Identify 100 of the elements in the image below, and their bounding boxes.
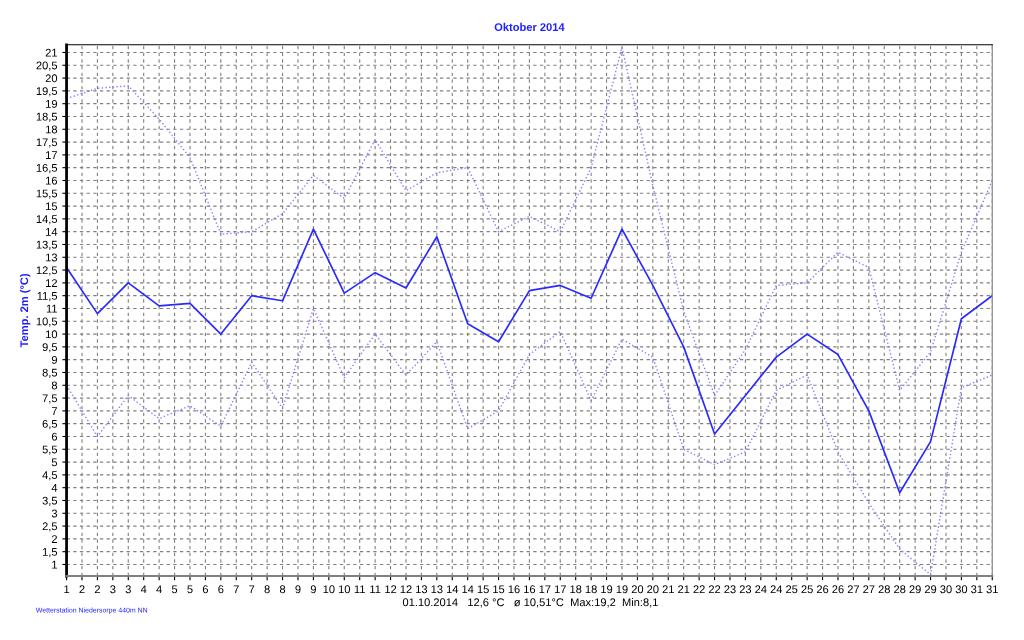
- x-tick-label: 26: [816, 585, 829, 594]
- y-tick-label: 6,5: [42, 419, 58, 430]
- x-tick-label: 23: [739, 585, 752, 594]
- x-tick-label: 15: [477, 585, 489, 594]
- x-tick-label: 16: [508, 585, 520, 594]
- x-tick-label: 31: [986, 585, 998, 594]
- x-tick-label: 4: [156, 585, 162, 594]
- x-tick-label: 21: [662, 585, 674, 594]
- x-tick-label: 16: [524, 585, 536, 594]
- x-tick-label: 28: [878, 585, 890, 594]
- y-tick-label: 19,5: [36, 87, 58, 97]
- y-tick-label: 2,5: [42, 522, 58, 532]
- y-tick-label: 4: [51, 484, 58, 492]
- x-tick-label: 30: [940, 585, 952, 594]
- x-tick-label: 24: [755, 585, 767, 594]
- x-tick-label: 3: [125, 585, 131, 594]
- x-tick-label: 19: [601, 585, 613, 594]
- x-tick-label: 7: [233, 585, 239, 594]
- y-tick-label: 13,5: [36, 240, 58, 250]
- x-tick-label: 20: [631, 585, 644, 594]
- x-tick-label: 29: [909, 585, 921, 594]
- x-tick-label: 10: [323, 585, 335, 594]
- y-tick-label: 3: [51, 509, 58, 518]
- y-tick-label: 21: [45, 48, 57, 57]
- x-tick-label: 2: [94, 585, 100, 594]
- x-tick-label: 28: [894, 585, 906, 594]
- x-tick-label: 2: [79, 585, 85, 594]
- y-tick-label: 10: [46, 330, 58, 339]
- y-tick-label: 4,5: [42, 471, 58, 481]
- x-tick-label: 30: [955, 585, 968, 594]
- x-tick-label: 14: [462, 585, 474, 594]
- y-tick-label: 16: [46, 176, 58, 185]
- x-tick-label: 11: [370, 585, 381, 594]
- y-tick-label: 5,5: [42, 445, 58, 455]
- x-tick-label: 25: [786, 585, 798, 594]
- x-tick-label: 20: [647, 585, 659, 594]
- x-tick-label: 27: [847, 585, 860, 594]
- x-tick-label: 27: [863, 585, 875, 594]
- x-tick-label: 18: [585, 585, 597, 594]
- y-tick-label: 16,5: [36, 163, 58, 174]
- y-tick-label: 5: [51, 458, 58, 467]
- y-tick-label: 20,5: [36, 61, 58, 71]
- x-tick-label: 3: [110, 585, 116, 594]
- x-tick-label: 12: [385, 585, 397, 594]
- x-tick-label: 9: [310, 585, 316, 594]
- x-tick-label: 1: [64, 585, 70, 594]
- y-tick-label: 12: [46, 279, 57, 287]
- y-tick-label: 9,5: [42, 343, 58, 353]
- y-tick-label: 1: [52, 560, 57, 569]
- y-tick-label: 11,5: [37, 292, 58, 302]
- x-tick-label: 5: [187, 585, 193, 594]
- x-tick-label: 23: [724, 585, 736, 594]
- y-tick-label: 13: [46, 253, 58, 262]
- x-tick-label: 24: [770, 585, 783, 594]
- y-tick-label: 6: [51, 432, 58, 441]
- x-tick-label: 18: [570, 585, 582, 594]
- y-tick-label: 20: [45, 74, 58, 83]
- y-tick-label: 18: [46, 125, 58, 134]
- y-tick-label: 1,5: [42, 548, 58, 558]
- x-tick-label: 22: [708, 585, 721, 594]
- y-tick-label: 11: [46, 304, 57, 313]
- x-tick-label: 10: [338, 585, 351, 594]
- y-tick-label: 15,5: [36, 189, 58, 199]
- text: 01.10.2014 12,6 °C ø 10,51°C Max:19,2 Min:8,1: [402, 598, 658, 608]
- y-tick-label: 9: [51, 355, 58, 364]
- x-tick-label: 15: [493, 585, 505, 594]
- y-tick-label: 7: [51, 407, 57, 415]
- line-series: [66, 228, 993, 494]
- y-tick-label: 8: [51, 381, 58, 390]
- y-tick-label: 17,5: [36, 138, 58, 148]
- x-tick-label: 26: [832, 585, 844, 594]
- x-tick-label: 14: [446, 585, 459, 594]
- y-tick-label: 14: [46, 228, 58, 236]
- x-tick-label: 5: [171, 585, 178, 594]
- y-tick-label: 2: [51, 535, 57, 543]
- x-tick-label: 11: [354, 585, 365, 594]
- x-tick-label: 7: [249, 585, 255, 594]
- x-tick-label: 6: [202, 585, 209, 594]
- y-tick-label: 12,5: [36, 266, 58, 276]
- x-tick-label: 6: [218, 585, 224, 594]
- x-tick-label: 9: [295, 585, 301, 594]
- y-tick-label: 15: [46, 202, 58, 211]
- x-tick-label: 25: [801, 585, 813, 594]
- chart-title: Oktober 2014: [494, 22, 565, 32]
- y-tick-label: 10,5: [36, 317, 58, 327]
- x-tick-label: 12: [400, 585, 412, 594]
- y-tick-label: 14,5: [36, 215, 58, 225]
- x-tick-label: 17: [554, 585, 566, 594]
- y-axis-title: Temp. 2m (°C): [20, 273, 31, 348]
- x-tick-label: 19: [616, 585, 628, 594]
- y-tick-label: 18,5: [36, 112, 58, 122]
- y-tick-label: 8,5: [42, 368, 58, 378]
- x-tick-label: 17: [539, 585, 551, 594]
- x-tick-label: 8: [279, 585, 286, 594]
- y-tick-label: 3,5: [42, 496, 58, 506]
- y-tick-label: 19: [46, 99, 58, 108]
- x-tick-label: 31: [971, 585, 983, 594]
- x-tick-label: 13: [416, 585, 428, 594]
- y-tick-label: 7,5: [42, 394, 58, 404]
- x-tick-label: 8: [264, 585, 270, 594]
